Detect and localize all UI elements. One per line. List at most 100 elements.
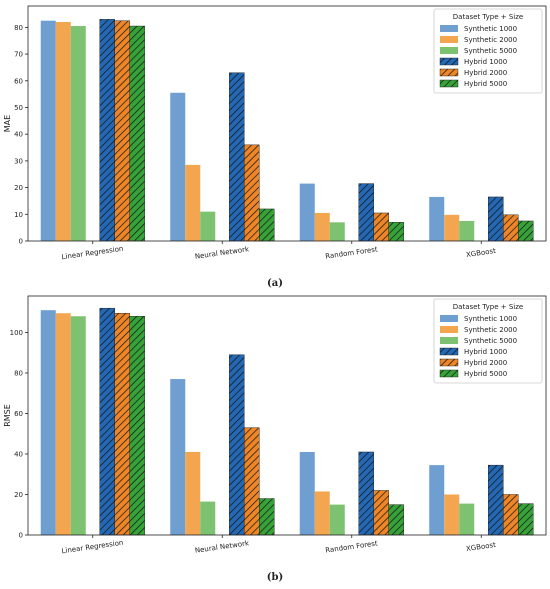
mae-bar-hatch-neural-network-hybrid-2000	[244, 144, 260, 241]
rmse-bar-hatch-neural-network-hybrid-5000	[259, 498, 275, 535]
rmse-bar-neural-network-synthetic-5000	[200, 501, 216, 535]
mae-bar-hatch-random-forest-hybrid-5000	[388, 222, 404, 241]
rmse-ytick-label: 80	[14, 369, 23, 377]
mae-bar-hatch-random-forest-hybrid-2000	[373, 212, 389, 241]
rmse-bar-hatch-random-forest-hybrid-1000	[358, 451, 374, 535]
mae-bar-hatch-linear-regression-hybrid-2000	[114, 20, 130, 241]
mae-chart-panel: Linear Regression Neural Network Random Fo…	[3, 5, 547, 289]
mae-bar-hatch-neural-network-hybrid-1000	[229, 72, 245, 241]
mae-bar-hatch-linear-regression-hybrid-1000	[99, 19, 115, 241]
rmse-ytick-label: 20	[14, 491, 23, 499]
rmse-legend-label-hybrid-2000: Hybrid 2000	[464, 359, 507, 367]
mae-bar-hatch-xgboost-hybrid-5000	[518, 220, 534, 241]
mae-bar-xgboost-synthetic-2000	[444, 214, 460, 241]
rmse-bar-xgboost-synthetic-5000	[459, 503, 475, 535]
mae-ytick-label: 40	[14, 131, 23, 139]
rmse-legend-swatch-hatch-hybrid-1000	[440, 348, 458, 355]
mae-legend-swatch-synthetic-5000	[440, 47, 458, 54]
mae-xtick-label: XGBoost	[466, 247, 497, 259]
rmse-y-axis-label: RMSE	[3, 404, 12, 427]
rmse-legend-box	[433, 298, 543, 384]
mae-legend: Dataset Type + Size Synthetic 1000 Synthet…	[433, 8, 543, 94]
rmse-bar-hatch-xgboost-hybrid-2000	[503, 494, 519, 535]
rmse-ytick-label: 60	[14, 410, 23, 418]
rmse-legend-swatch-synthetic-2000	[440, 326, 458, 333]
mae-bar-hatch-linear-regression-hybrid-5000	[129, 26, 145, 242]
mae-bar-xgboost-synthetic-1000	[429, 196, 445, 241]
mae-xtick-label: Linear Regression	[61, 245, 124, 262]
rmse-bar-hatch-neural-network-hybrid-1000	[229, 354, 245, 535]
rmse-legend-label-synthetic-1000: Synthetic 1000	[464, 315, 517, 323]
rmse-xtick-label: Linear Regression	[61, 539, 124, 556]
mae-legend-title: Dataset Type + Size	[453, 13, 523, 21]
mae-bar-hatch-neural-network-hybrid-5000	[259, 208, 275, 241]
rmse-bar-xgboost-synthetic-2000	[444, 494, 460, 535]
rmse-chart-panel: Linear Regression Neural Network Random Fo…	[3, 295, 547, 583]
rmse-axes-frame	[27, 295, 547, 536]
mae-ytick-label: 30	[14, 157, 23, 165]
mae-legend-label-synthetic-1000: Synthetic 1000	[464, 25, 517, 33]
rmse-legend-title: Dataset Type + Size	[453, 303, 523, 311]
rmse-bar-random-forest-synthetic-5000	[329, 504, 345, 535]
mae-bar-random-forest-synthetic-2000	[314, 212, 330, 241]
rmse-bar-hatch-random-forest-hybrid-2000	[373, 490, 389, 535]
mae-ytick-label: 60	[14, 77, 23, 85]
rmse-legend-label-hybrid-5000: Hybrid 5000	[464, 370, 507, 378]
rmse-xtick-label: XGBoost	[466, 541, 497, 553]
mae-bar-neural-network-synthetic-5000	[200, 211, 216, 242]
rmse-legend-swatch-synthetic-1000	[440, 315, 458, 322]
rmse-bar-random-forest-synthetic-1000	[299, 451, 315, 535]
rmse-ytick-label: 40	[14, 450, 23, 458]
mae-y-axis-label: MAE	[3, 115, 12, 132]
rmse-bar-neural-network-synthetic-1000	[170, 379, 186, 535]
rmse-legend: Dataset Type + Size Synthetic 1000 Synthet…	[433, 298, 543, 384]
mae-ytick-label: 20	[14, 184, 23, 192]
rmse-bar-hatch-xgboost-hybrid-1000	[488, 465, 504, 535]
mae-legend-swatch-synthetic-1000	[440, 25, 458, 32]
mae-bar-linear-regression-synthetic-2000	[55, 22, 71, 241]
mae-legend-swatch-hatch-hybrid-1000	[440, 58, 458, 65]
rmse-caption: (b)	[267, 572, 283, 583]
mae-bar-neural-network-synthetic-2000	[185, 164, 201, 241]
rmse-bar-hatch-random-forest-hybrid-5000	[388, 504, 404, 535]
mae-bar-hatch-xgboost-hybrid-2000	[503, 214, 519, 241]
mae-bar-linear-regression-synthetic-5000	[70, 26, 86, 242]
mae-ytick-label: 50	[14, 104, 23, 112]
rmse-ytick-label: 0	[19, 532, 23, 540]
mae-xtick-label: Random Forest	[325, 245, 379, 260]
rmse-legend-label-synthetic-2000: Synthetic 2000	[464, 326, 517, 334]
rmse-xtick-label: Random Forest	[325, 539, 379, 554]
mae-bar-hatch-random-forest-hybrid-1000	[358, 183, 374, 241]
mae-bar-xgboost-synthetic-5000	[459, 220, 475, 241]
rmse-bar-hatch-linear-regression-hybrid-2000	[114, 313, 130, 535]
rmse-ytick-label: 100	[10, 329, 23, 337]
rmse-legend-label-hybrid-1000: Hybrid 1000	[464, 348, 507, 356]
mae-legend-label-hybrid-1000: Hybrid 1000	[464, 58, 507, 66]
mae-ytick-label: 0	[19, 238, 23, 246]
mae-ytick-label: 10	[14, 211, 23, 219]
mae-legend-swatch-hatch-hybrid-5000	[440, 80, 458, 87]
rmse-bar-random-forest-synthetic-2000	[314, 491, 330, 535]
mae-ytick-label: 70	[14, 51, 23, 59]
rmse-bar-hatch-neural-network-hybrid-2000	[244, 427, 260, 535]
mae-legend-label-synthetic-5000: Synthetic 5000	[464, 47, 517, 55]
rmse-bar-linear-regression-synthetic-1000	[40, 310, 56, 535]
rmse-bar-neural-network-synthetic-2000	[185, 451, 201, 535]
rmse-bar-xgboost-synthetic-1000	[429, 465, 445, 535]
mae-bar-linear-regression-synthetic-1000	[40, 20, 56, 241]
rmse-legend-swatch-hatch-hybrid-2000	[440, 359, 458, 366]
rmse-bar-hatch-xgboost-hybrid-5000	[518, 503, 534, 535]
rmse-bar-linear-regression-synthetic-2000	[55, 313, 71, 535]
mae-legend-swatch-synthetic-2000	[440, 36, 458, 43]
mae-legend-box	[433, 8, 543, 94]
mae-bar-random-forest-synthetic-1000	[299, 183, 315, 241]
rmse-xtick-label: Neural Network	[194, 539, 250, 555]
mae-legend-label-hybrid-2000: Hybrid 2000	[464, 69, 507, 77]
mae-xtick-label: Neural Network	[194, 245, 250, 261]
rmse-legend-swatch-hatch-hybrid-5000	[440, 370, 458, 377]
mae-caption: (a)	[267, 278, 283, 289]
mae-legend-label-synthetic-2000: Synthetic 2000	[464, 36, 517, 44]
mae-bar-hatch-xgboost-hybrid-1000	[488, 196, 504, 241]
mae-legend-label-hybrid-5000: Hybrid 5000	[464, 80, 507, 88]
